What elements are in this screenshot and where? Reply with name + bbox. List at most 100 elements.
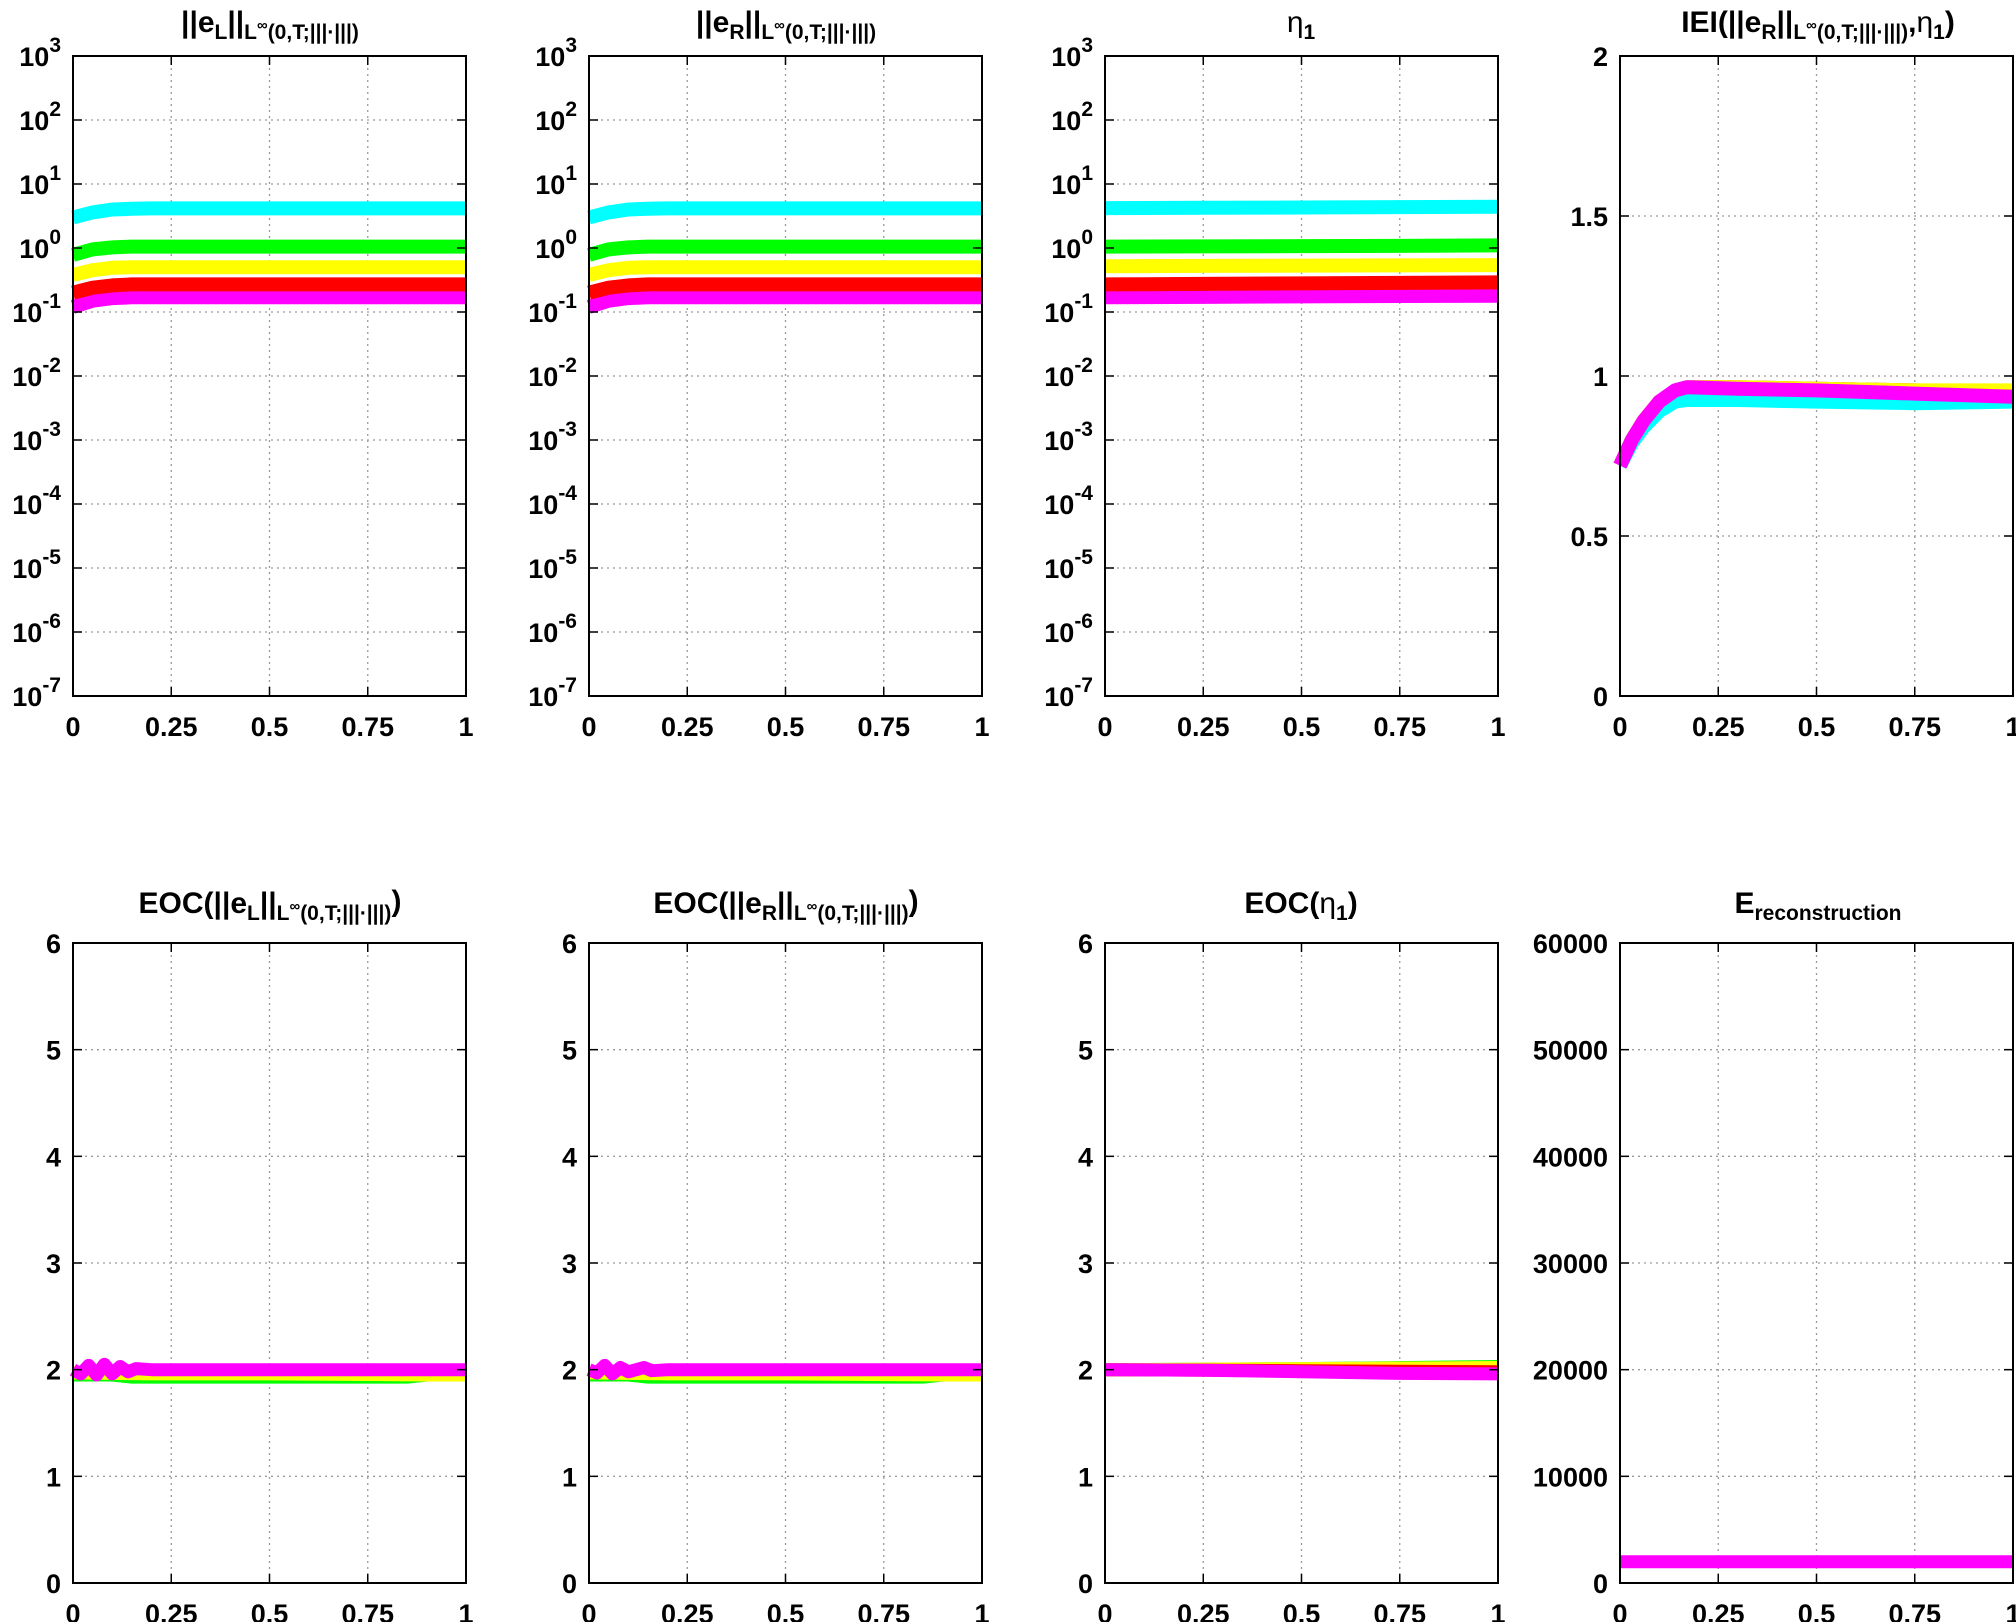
y-tick-label: 10-3: [1044, 418, 1093, 456]
x-tick-label: 1: [2005, 712, 2016, 742]
y-tick-label: 40000: [1533, 1142, 1608, 1172]
chart-title: ||eL||L∞(0,T;|||·|||): [181, 6, 359, 44]
y-tick-label: 0: [562, 1569, 577, 1599]
x-tick-label: 0.75: [341, 712, 394, 742]
series-group: [73, 1364, 466, 1377]
y-tick-label: 5: [46, 1036, 61, 1066]
y-tick-label: 6: [1078, 929, 1093, 959]
y-tick-label: 10-6: [1044, 610, 1093, 648]
x-tick-label: 0.25: [145, 712, 198, 742]
y-tick-label: 103: [19, 34, 61, 72]
x-tick-label: 0: [581, 1599, 596, 1622]
x-tick-label: 0.5: [767, 712, 805, 742]
x-tick-label: 0.5: [1283, 712, 1321, 742]
ticks: 0 0.25 0.5 0.75 1 0 1 2 3 4 5 6: [562, 929, 990, 1622]
y-tick-label: 20000: [1533, 1356, 1608, 1386]
y-tick-label: 102: [1051, 98, 1093, 136]
x-tick-label: 0.25: [661, 1599, 714, 1622]
series-group: [589, 208, 982, 307]
panel-er-norm: ||eR||L∞(0,T;|||·|||) 0 0.25 0.5 0.75 110-71…: [528, 6, 989, 742]
series-group: [589, 1365, 982, 1377]
x-tick-label: 1: [1490, 712, 1505, 742]
y-tick-label: 102: [19, 98, 61, 136]
x-tick-label: 0: [1097, 1599, 1112, 1622]
y-tick-label: 1: [1078, 1462, 1093, 1492]
x-tick-label: 0.5: [251, 712, 289, 742]
panel-eoc-el: EOC(||eL||L∞(0,T;|||·|||)) 0 0.25 0.5 0.75 1…: [46, 885, 474, 1622]
x-tick-label: 0.75: [1373, 1599, 1426, 1622]
y-tick-label: 2: [562, 1356, 577, 1386]
ticks: 0 0.25 0.5 0.75 1 0 10000 20000 30000 40000 50000 6…: [1533, 929, 2016, 1622]
x-tick-label: 0.25: [1692, 1599, 1745, 1622]
x-tick-label: 0.25: [1692, 712, 1745, 742]
series-line: [1105, 207, 1498, 208]
series-line: [73, 267, 466, 275]
x-tick-label: 0: [65, 712, 80, 742]
y-tick-label: 1.5: [1570, 202, 1608, 232]
ticks: 0 0.25 0.5 0.75 1 10-7 10-6 10-5 10-4 10-3 10-2 10-…: [528, 34, 989, 742]
y-tick-label: 1: [1593, 362, 1608, 392]
x-tick-label: 1: [1490, 1599, 1505, 1622]
panel-e-reconstruction: Ereconstruction 0 0.25 0.5 0.75 101000020000…: [1533, 887, 2016, 1622]
panel-el-norm: ||eL||L∞(0,T;|||·|||) 0 0.25 0.5 0.75 1 10-7 1…: [12, 6, 473, 742]
x-tick-label: 1: [458, 712, 473, 742]
y-tick-label: 10-2: [1044, 354, 1093, 392]
x-tick-label: 0.5: [767, 1599, 805, 1622]
y-tick-label: 100: [19, 226, 61, 264]
x-tick-label: 0: [65, 1599, 80, 1622]
ticks: 0 0.25 0.5 0.75 1 10-7 10-6 10-5 10-4 10-3 10-2 10-…: [1044, 34, 1505, 742]
y-tick-label: 10-3: [528, 418, 577, 456]
chart-title: EOC(||eL||L∞(0,T;|||·|||)): [139, 885, 402, 925]
y-tick-label: 6: [562, 929, 577, 959]
y-tick-label: 10-5: [528, 546, 577, 584]
y-tick-label: 101: [19, 162, 61, 200]
series-line: [1105, 282, 1498, 284]
y-tick-label: 10-1: [528, 290, 577, 328]
y-tick-label: 0: [1593, 682, 1608, 712]
panel-eoc-eta1: EOC(η1) 0 0.25 0.5 0.75 10123456: [1078, 887, 1506, 1622]
x-tick-label: 0.25: [1177, 1599, 1230, 1622]
x-tick-label: 1: [2005, 1599, 2016, 1622]
x-tick-label: 0.5: [1798, 1599, 1836, 1622]
x-tick-label: 0.75: [341, 1599, 394, 1622]
series-line: [73, 247, 466, 255]
series-line: [73, 297, 466, 307]
y-tick-label: 5: [1078, 1036, 1093, 1066]
y-tick-label: 4: [562, 1142, 577, 1172]
series-line: [589, 267, 982, 275]
y-tick-label: 101: [535, 162, 577, 200]
y-tick-label: 101: [1051, 162, 1093, 200]
ticks: 0 0.25 0.5 0.75 1 0 1 2 3 4 5 6: [46, 929, 474, 1622]
x-tick-label: 0.25: [1177, 712, 1230, 742]
y-tick-label: 10-7: [528, 674, 577, 712]
x-tick-label: 1: [974, 712, 989, 742]
x-tick-label: 0.5: [251, 1599, 289, 1622]
chart-title: η1: [1287, 6, 1316, 44]
y-tick-label: 10000: [1533, 1462, 1608, 1492]
y-tick-label: 10-6: [12, 610, 61, 648]
y-tick-label: 100: [535, 226, 577, 264]
grid: [1620, 56, 2013, 696]
series-line: [1105, 1370, 1498, 1374]
y-tick-label: 60000: [1533, 929, 1608, 959]
series-line: [589, 247, 982, 255]
y-tick-label: 6: [46, 929, 61, 959]
y-tick-label: 10-5: [1044, 546, 1093, 584]
grid: [589, 56, 982, 696]
y-tick-label: 0: [1078, 1569, 1093, 1599]
chart-title: EOC(||eR||L∞(0,T;|||·|||)): [653, 885, 918, 925]
y-tick-label: 0: [1593, 1569, 1608, 1599]
y-tick-label: 30000: [1533, 1249, 1608, 1279]
y-tick-label: 50000: [1533, 1036, 1608, 1066]
panel-efficiency-index: IEI(||eR||L∞(0,T;|||·|||),η1) 0 0.25 0.5 0.…: [1570, 6, 2016, 742]
y-tick-label: 10-1: [1044, 290, 1093, 328]
y-tick-label: 10-7: [12, 674, 61, 712]
grid: [1105, 943, 1498, 1583]
x-tick-label: 1: [974, 1599, 989, 1622]
y-tick-label: 10-2: [528, 354, 577, 392]
y-tick-label: 2: [1078, 1356, 1093, 1386]
series-line: [1105, 296, 1498, 298]
y-tick-label: 1: [562, 1462, 577, 1492]
x-tick-label: 1: [458, 1599, 473, 1622]
